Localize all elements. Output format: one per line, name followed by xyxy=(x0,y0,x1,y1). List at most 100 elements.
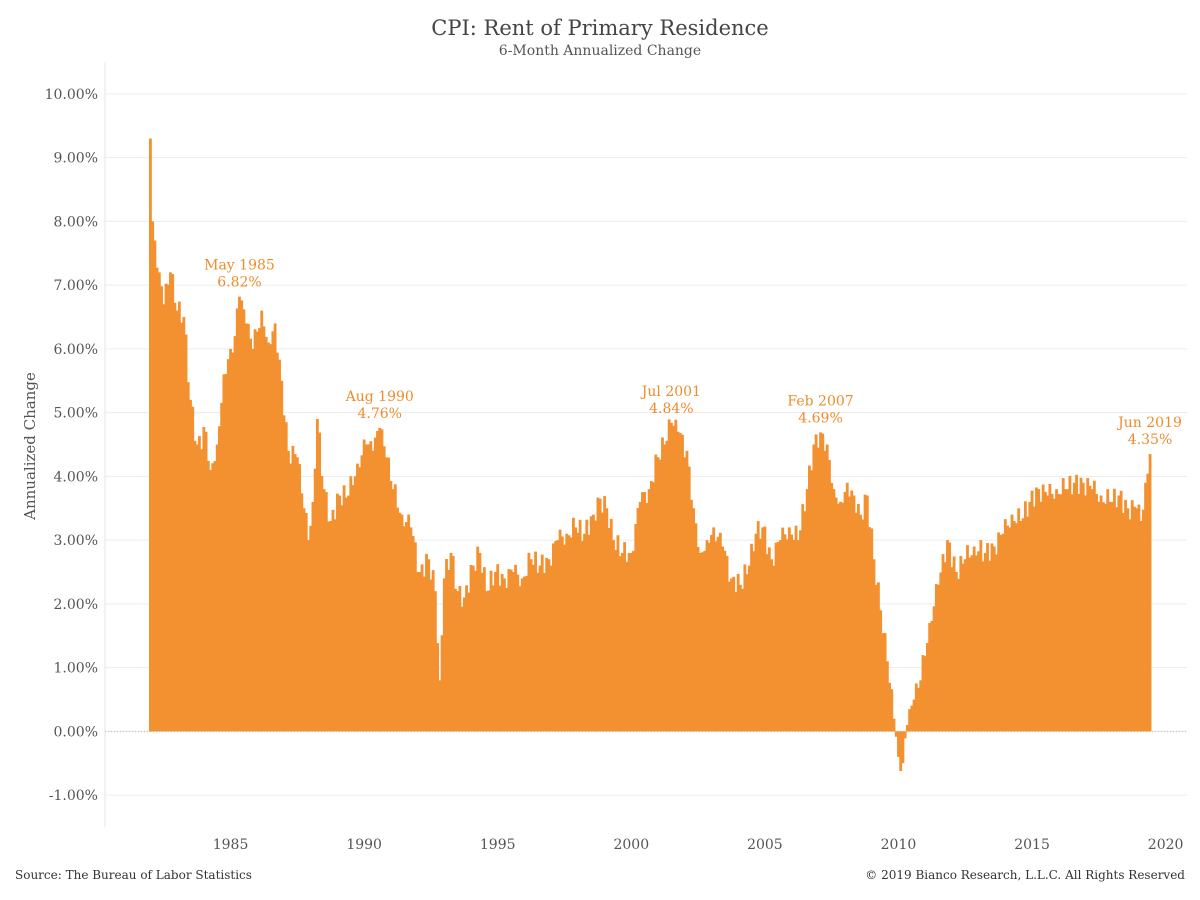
bar xyxy=(387,457,391,732)
bar xyxy=(752,551,756,732)
bar xyxy=(972,546,976,732)
bar xyxy=(625,561,629,732)
bar xyxy=(1021,518,1025,732)
bar xyxy=(716,536,720,732)
bar xyxy=(489,570,493,732)
bar xyxy=(781,527,785,732)
bar xyxy=(970,555,974,732)
bar xyxy=(418,572,422,732)
bar xyxy=(774,542,778,732)
bar xyxy=(1139,521,1143,732)
bar xyxy=(1106,489,1110,732)
bar xyxy=(1135,508,1139,732)
chart-title: CPI: Rent of Primary Residence xyxy=(431,16,769,40)
bar xyxy=(340,505,344,732)
bar xyxy=(783,534,787,732)
bar xyxy=(567,535,571,732)
bar xyxy=(665,440,669,732)
bar xyxy=(723,550,727,732)
bar xyxy=(280,380,284,732)
bar xyxy=(465,585,468,732)
bar xyxy=(618,556,622,732)
bar xyxy=(941,554,945,732)
bar xyxy=(968,557,972,732)
bar xyxy=(1092,480,1096,732)
bar xyxy=(1077,493,1081,732)
y-tick-label: 6.00% xyxy=(54,342,98,358)
bar xyxy=(759,538,762,732)
bar xyxy=(1086,478,1090,732)
bar xyxy=(1072,482,1076,732)
bar xyxy=(264,336,268,732)
bar xyxy=(787,527,791,732)
bar xyxy=(614,550,618,732)
bar xyxy=(954,572,958,732)
bar xyxy=(171,274,175,732)
bar xyxy=(1010,514,1014,732)
bar xyxy=(549,565,553,732)
bar xyxy=(242,309,246,732)
bar xyxy=(469,564,473,732)
bar xyxy=(1039,501,1043,732)
bar xyxy=(879,610,883,732)
bar xyxy=(1133,506,1136,732)
bar xyxy=(460,606,464,732)
bar xyxy=(727,581,731,732)
bar xyxy=(349,476,353,732)
bar xyxy=(427,559,431,732)
bar xyxy=(901,731,905,764)
bar xyxy=(943,562,947,732)
bar xyxy=(1088,485,1092,732)
bar xyxy=(409,527,413,732)
bar xyxy=(850,490,854,732)
bar xyxy=(1117,495,1121,732)
bar xyxy=(796,540,800,732)
bar xyxy=(416,572,419,732)
bar xyxy=(322,489,326,732)
bar xyxy=(1064,489,1067,732)
bar xyxy=(327,521,330,732)
bar xyxy=(979,540,983,732)
annotation-value: 4.35% xyxy=(1128,432,1172,448)
bar xyxy=(543,572,546,732)
bar xyxy=(200,449,204,732)
bar xyxy=(157,272,161,732)
bar xyxy=(494,572,497,732)
bar xyxy=(908,709,912,732)
bar xyxy=(389,480,393,732)
bar xyxy=(761,527,765,732)
bar xyxy=(356,463,359,732)
bar xyxy=(540,554,544,732)
bar xyxy=(1026,516,1030,732)
bar xyxy=(224,373,228,732)
bar xyxy=(663,444,667,732)
bar xyxy=(1008,527,1012,732)
bar xyxy=(151,221,155,732)
bar xyxy=(1043,491,1047,732)
bar xyxy=(1041,484,1045,732)
bar xyxy=(202,427,206,732)
bar xyxy=(313,468,317,732)
bar xyxy=(828,460,831,732)
bar xyxy=(754,533,758,732)
bar xyxy=(300,493,304,732)
bar xyxy=(583,533,586,732)
bar xyxy=(892,718,896,732)
bar xyxy=(1097,501,1101,732)
bar xyxy=(438,680,442,732)
bar xyxy=(698,552,702,732)
bar xyxy=(518,586,522,732)
bar xyxy=(881,633,885,732)
bar xyxy=(556,540,560,732)
bar xyxy=(442,578,446,732)
bar xyxy=(814,434,818,732)
bar xyxy=(1130,500,1134,732)
bar xyxy=(763,526,767,732)
bar xyxy=(912,699,916,732)
bar xyxy=(291,445,295,732)
y-axis-ticks: 10.00% 9.00% 8.00% 7.00% 6.00% 5.00% 4.00% 3.00… xyxy=(45,87,98,804)
bar xyxy=(336,493,339,732)
bar xyxy=(629,552,633,732)
bar xyxy=(897,731,900,757)
bar xyxy=(376,431,379,732)
